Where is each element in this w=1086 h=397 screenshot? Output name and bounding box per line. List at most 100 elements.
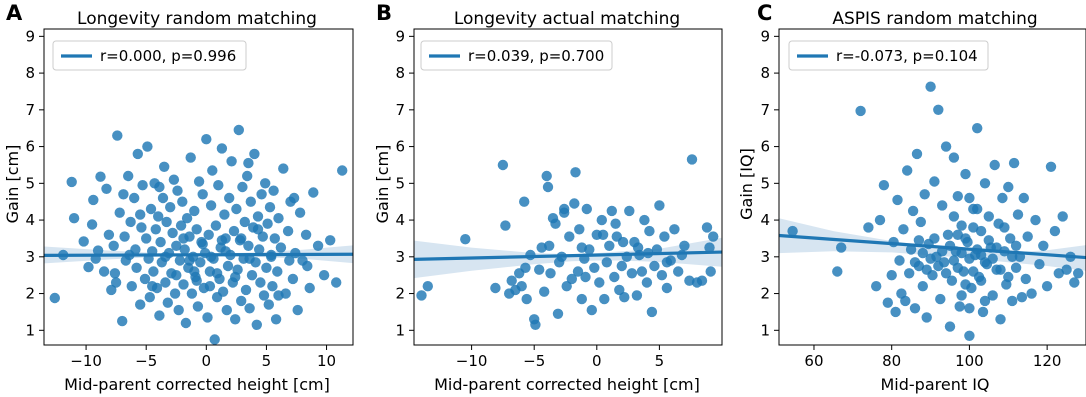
data-point xyxy=(255,277,266,288)
data-point xyxy=(559,203,570,215)
data-point xyxy=(946,275,958,286)
data-point xyxy=(246,270,258,281)
x-axis-label: Mid-parent corrected height [cm] xyxy=(434,375,700,394)
data-point xyxy=(787,225,798,237)
y-tick-label: 7 xyxy=(395,101,405,119)
data-point xyxy=(1020,273,1031,285)
data-point xyxy=(921,312,932,323)
data-point xyxy=(1010,240,1022,251)
data-point xyxy=(135,299,146,310)
data-point xyxy=(184,255,195,266)
y-tick-label: 7 xyxy=(760,101,770,119)
y-tick-label: 2 xyxy=(760,285,770,303)
data-point xyxy=(1057,211,1068,222)
data-point xyxy=(119,231,130,242)
legend-label: r=-0.073, p=0.104 xyxy=(836,47,978,65)
data-point xyxy=(940,141,952,152)
data-point xyxy=(165,202,176,213)
data-point xyxy=(572,266,584,277)
plot-frame xyxy=(43,28,354,346)
data-point xyxy=(646,306,658,318)
data-point xyxy=(168,174,180,185)
data-point xyxy=(964,253,975,264)
data-point xyxy=(521,293,532,305)
data-point xyxy=(1012,209,1024,220)
data-point xyxy=(108,240,119,251)
data-point xyxy=(960,168,971,180)
data-point xyxy=(287,273,299,285)
data-point xyxy=(68,213,80,224)
data-point xyxy=(269,233,280,244)
legend-box xyxy=(788,40,989,71)
data-point xyxy=(619,292,630,303)
data-point xyxy=(576,293,587,305)
data-point xyxy=(318,270,330,281)
regression-line xyxy=(43,252,354,257)
data-point xyxy=(268,185,279,196)
data-point xyxy=(1018,192,1029,204)
data-point xyxy=(1041,281,1053,292)
data-point xyxy=(948,152,960,163)
data-point xyxy=(915,216,926,228)
data-point xyxy=(972,123,983,134)
data-point xyxy=(240,284,252,296)
data-point xyxy=(983,235,994,246)
y-tick-label: 6 xyxy=(25,138,35,156)
y-tick-label: 5 xyxy=(25,174,35,192)
data-point xyxy=(155,236,166,248)
data-point xyxy=(66,176,77,188)
data-point xyxy=(855,105,866,117)
y-tick-label: 9 xyxy=(25,27,35,45)
data-point xyxy=(929,176,940,187)
data-point xyxy=(216,235,228,246)
data-point xyxy=(251,319,262,330)
data-point xyxy=(210,220,222,231)
y-tick-label: 4 xyxy=(395,211,405,229)
data-point xyxy=(604,240,615,251)
data-point xyxy=(203,229,214,240)
data-point xyxy=(114,207,125,218)
y-tick-label: 5 xyxy=(395,174,405,192)
data-point xyxy=(968,266,979,277)
data-point xyxy=(935,293,946,305)
data-point xyxy=(112,130,123,141)
y-tick-label: 1 xyxy=(395,321,405,339)
x-tick-label: 5 xyxy=(655,352,665,370)
data-point xyxy=(264,202,276,213)
data-point xyxy=(617,236,629,248)
data-point xyxy=(233,124,244,136)
data-point xyxy=(500,220,511,231)
data-point xyxy=(189,266,200,277)
data-point xyxy=(150,224,161,235)
data-point xyxy=(1045,161,1057,172)
data-point xyxy=(245,196,256,207)
data-point xyxy=(878,180,890,191)
data-point xyxy=(632,242,644,253)
data-point xyxy=(639,214,650,226)
data-point xyxy=(574,224,585,235)
data-point xyxy=(631,290,643,301)
data-point xyxy=(919,189,930,200)
data-point xyxy=(626,268,638,279)
data-point xyxy=(979,178,991,189)
y-axis-label: Gain [cm] xyxy=(3,145,22,224)
data-point xyxy=(231,203,242,215)
data-point xyxy=(654,200,665,211)
data-point xyxy=(609,271,620,283)
data-point xyxy=(284,255,295,266)
data-point xyxy=(1005,233,1016,244)
data-point xyxy=(514,268,525,279)
x-axis-label: Mid-parent IQ xyxy=(880,375,989,394)
data-point xyxy=(230,314,241,325)
data-point xyxy=(261,262,272,273)
y-tick-label: 6 xyxy=(760,138,770,156)
data-point xyxy=(904,268,915,279)
data-point xyxy=(205,200,217,211)
data-point xyxy=(294,207,306,218)
data-point xyxy=(211,268,223,279)
x-tick-label: −5 xyxy=(135,352,157,370)
data-point xyxy=(874,214,886,226)
data-point xyxy=(1016,292,1028,303)
data-point xyxy=(933,260,944,272)
